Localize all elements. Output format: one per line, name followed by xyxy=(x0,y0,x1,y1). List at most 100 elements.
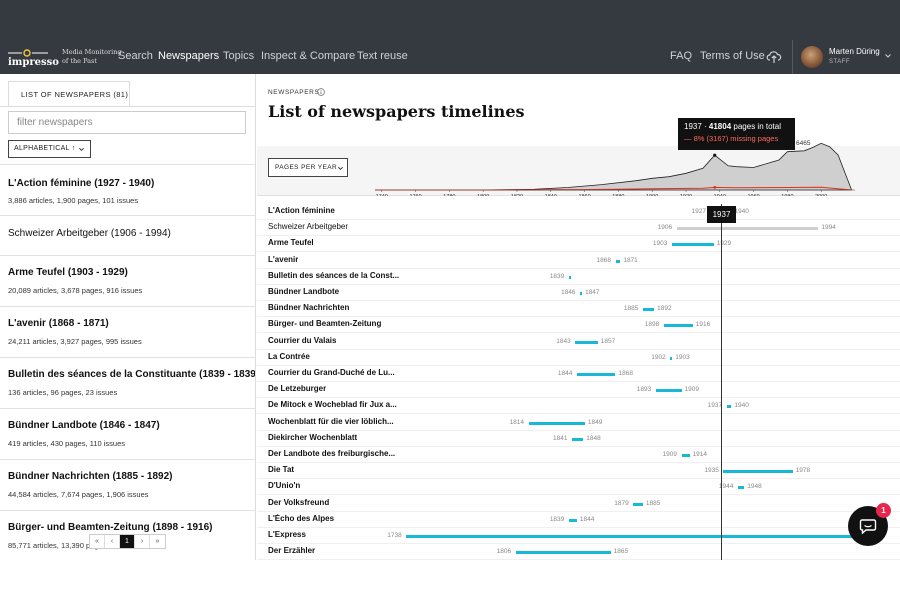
nav-link-inspect-compare[interactable]: Inspect & Compare xyxy=(261,50,356,62)
list-item[interactable]: L'Action féminine (1927 - 1940) 3,886 ar… xyxy=(0,164,255,215)
filter-newspapers-input[interactable] xyxy=(8,111,246,134)
timeline-bar[interactable] xyxy=(642,308,655,312)
list-item[interactable]: Bürger- und Beamten-Zeitung (1898 - 1916… xyxy=(0,510,255,560)
timeline-row[interactable]: Schweizer Arbeitgeber 1906 1994 xyxy=(257,220,900,237)
list-item[interactable]: Bulletin des séances de la Constituante … xyxy=(0,357,255,408)
timeline-start-year: 1944 xyxy=(718,483,734,491)
timeline-end-year: 1857 xyxy=(600,337,616,345)
timeline-row[interactable]: Der Erzähler 1806 1865 xyxy=(257,544,900,560)
timeline-start-year: 1927 xyxy=(691,208,706,215)
timeline-row[interactable]: Arme Teufel 1903 1929 xyxy=(257,236,900,253)
timeline-bar[interactable] xyxy=(670,356,673,360)
timeline-bar[interactable] xyxy=(580,292,583,295)
timeline-bar[interactable] xyxy=(576,373,616,376)
tab-list-of-newspapers[interactable]: LIST OF NEWSPAPERS (81) xyxy=(8,81,130,107)
list-item[interactable]: L'avenir (1868 - 1871) 24,211 articles, … xyxy=(0,306,255,357)
pager-prev-button[interactable]: ‹ xyxy=(105,535,120,548)
list-item[interactable]: Bündner Nachrichten (1885 - 1892) 44,584… xyxy=(0,459,255,510)
nav-link-topics[interactable]: Topics xyxy=(223,50,255,62)
timeline-bar[interactable] xyxy=(676,227,819,231)
timeline-bar[interactable] xyxy=(572,437,584,441)
timeline-newspaper-name: Die Tat xyxy=(268,465,295,475)
timeline-bar[interactable] xyxy=(671,243,714,247)
timeline-row[interactable]: L'Écho des Alpes 1839 1844 xyxy=(257,512,900,528)
timeline-bar[interactable] xyxy=(575,340,598,344)
sort-dropdown[interactable]: ALPHABETICAL ↑ xyxy=(8,140,91,158)
pages-per-year-chart[interactable]: 1740 1760 1780 1800 1820 1840 1860 1880 1900 1920… xyxy=(367,134,857,196)
timeline-newspaper-name: Bulletin des séances de la Const... xyxy=(268,270,400,280)
nav-link-text-reuse[interactable]: Text reuse xyxy=(357,50,408,62)
timeline-bar[interactable] xyxy=(723,470,793,474)
timeline-newspaper-name: Diekircher Wochenblatt xyxy=(268,432,358,442)
nav-link-newspapers[interactable]: Newspapers xyxy=(158,50,220,62)
user-role: STAFF xyxy=(829,59,851,65)
timeline-end-year: 1868 xyxy=(618,370,633,377)
timeline-row[interactable]: Courrier du Grand-Duché de Lu... 1844 1868 xyxy=(257,366,900,382)
timeline-row[interactable]: Bündner Landbote 1846 1847 xyxy=(257,285,900,301)
timeline-bar[interactable] xyxy=(406,535,857,538)
newspaper-meta: 85,771 articles, 13,390 pages xyxy=(8,541,107,550)
user-name[interactable]: Marten Düring xyxy=(829,47,880,56)
timeline-end-year: 1916 xyxy=(695,321,711,329)
timeline-row[interactable]: Der Volksfreund 1879 1885 xyxy=(257,496,900,512)
timeline-row[interactable]: De Letzeburger 1893 1909 xyxy=(257,382,900,399)
timeline-row[interactable]: De Mitock e Wocheblad fir Jux a... 1937 19… xyxy=(257,398,900,415)
timeline-row[interactable]: L'Express 1738 xyxy=(257,528,900,544)
timeline-newspaper-name: Bürger- und Beamten-Zeitung xyxy=(268,319,382,329)
pages-per-year-dropdown[interactable]: PAGES PER YEAR xyxy=(268,158,348,177)
newspaper-meta: 419 articles, 430 pages, 110 issues xyxy=(8,439,126,448)
nav-link-search[interactable]: Search xyxy=(118,50,153,62)
timeline-row[interactable]: Bulletin des séances de la Const... 1839 xyxy=(257,269,900,285)
nav-link-faq[interactable]: FAQ xyxy=(670,50,693,62)
timeline-row[interactable]: Bürger- und Beamten-Zeitung 1898 1916 xyxy=(257,317,900,334)
chevron-down-icon[interactable] xyxy=(884,52,892,60)
timeline-row[interactable]: Wochenblatt für die vier löblich... 1814 1… xyxy=(257,415,900,431)
timeline-newspaper-name: L'Écho des Alpes xyxy=(268,513,335,523)
timeline-bar[interactable] xyxy=(655,389,682,393)
list-item[interactable]: Bündner Landbote (1846 - 1847) 419 artic… xyxy=(0,408,255,459)
nav-link-terms[interactable]: Terms of Use xyxy=(700,50,765,62)
timeline-row[interactable]: Die Tat 1935 1978 xyxy=(257,463,900,480)
timeline-end-year: 1871 xyxy=(623,256,638,264)
year-cursor-line xyxy=(721,204,722,560)
pager-last-button[interactable]: » xyxy=(155,538,160,545)
timeline-bar[interactable] xyxy=(528,421,585,425)
chevron-down-icon xyxy=(337,166,344,171)
pager-page-button[interactable]: 1 xyxy=(120,535,135,548)
timeline-row[interactable]: L'Action féminine 1927 1940 xyxy=(257,204,900,220)
info-icon[interactable] xyxy=(317,88,325,96)
timeline-row[interactable]: La Contrée 1902 1903 xyxy=(257,350,900,366)
chart-x-tick-label: 2000 xyxy=(815,194,827,196)
timeline-bar[interactable] xyxy=(615,259,621,263)
timeline-bar[interactable] xyxy=(568,275,571,279)
list-item[interactable]: Arme Teufel (1903 - 1929) 20,089 article… xyxy=(0,255,255,306)
upload-cloud-icon[interactable] xyxy=(766,49,782,65)
chart-x-tick-label: 1840 xyxy=(545,194,557,196)
timeline-start-year: 1879 xyxy=(614,499,629,507)
timeline-start-year: 1843 xyxy=(556,337,571,345)
pager-first-button[interactable]: « xyxy=(90,535,105,548)
list-item[interactable]: Schweizer Arbeitgeber (1906 - 1994) xyxy=(0,215,255,255)
timeline-row[interactable]: L'avenir 1868 1871 xyxy=(257,253,900,269)
timeline-row[interactable]: Der Landbote des freiburgische... 1909 191… xyxy=(257,447,900,463)
timeline-end-year: 1914 xyxy=(692,451,708,458)
pager-next-button[interactable]: › xyxy=(135,535,150,548)
newspaper-title: Arme Teufel (1903 - 1929) xyxy=(8,267,128,278)
timeline-bar[interactable] xyxy=(681,454,690,457)
timeline-bar[interactable] xyxy=(726,405,732,409)
timeline-bar[interactable] xyxy=(568,518,577,522)
timeline-row[interactable]: D'Unio'n 1944 1948 xyxy=(257,479,900,496)
impresso-logo[interactable]: impresso Media Monitoring of the Past xyxy=(8,47,122,69)
year-cursor-badge: 1937 xyxy=(707,206,736,223)
avatar[interactable] xyxy=(801,46,823,68)
timeline-newspaper-name: Courrier du Grand-Duché de Lu... xyxy=(268,368,395,377)
timeline-bar[interactable] xyxy=(663,324,693,328)
timeline-bar[interactable] xyxy=(633,502,643,506)
newspaper-meta: 24,211 articles, 3,927 pages, 995 issues xyxy=(8,337,142,346)
newspaper-title: Bündner Nachrichten (1885 - 1892) xyxy=(8,471,173,482)
timeline-row[interactable]: Diekircher Wochenblatt 1841 1848 xyxy=(257,431,900,447)
timeline-bar[interactable] xyxy=(515,551,611,555)
timeline-bar[interactable] xyxy=(737,486,745,490)
timeline-row[interactable]: Bündner Nachrichten 1885 1892 xyxy=(257,301,900,318)
timeline-row[interactable]: Courrier du Valais 1843 1857 xyxy=(257,334,900,350)
